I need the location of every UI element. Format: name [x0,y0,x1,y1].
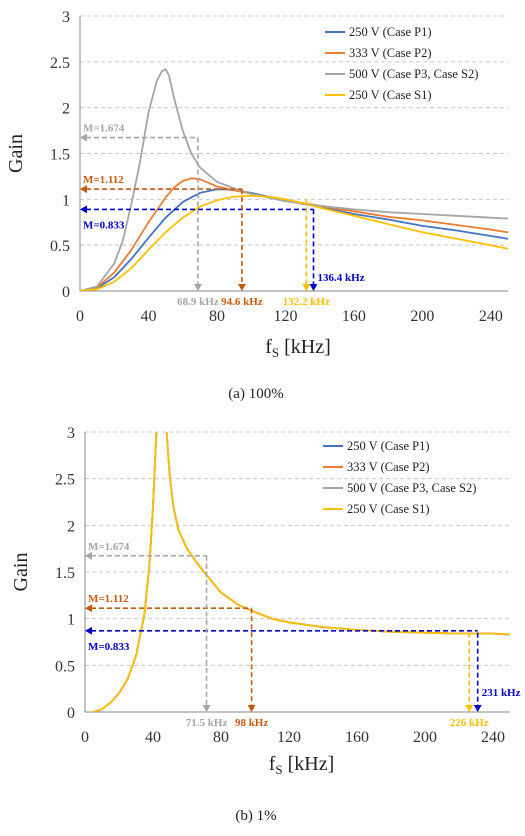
gain-annotation-label: M=1.674 [88,541,130,553]
x-tick-label: 240 [479,308,503,325]
y-axis-title: Gain [5,134,27,173]
y-tick-label: 3 [62,9,70,26]
h-guide-arrowhead [85,626,92,635]
legend-label: 500 V (Case P3, Case S2) [347,481,476,495]
series-line-2 [80,177,508,291]
y-tick-label: 2.5 [55,472,75,489]
gain-annotation-label: M=1.674 [83,123,125,135]
y-tick-label: 2 [67,518,75,535]
legend-label: 500 V (Case P3, Case S2) [349,67,478,81]
legend-label: 250 V (Case S1) [349,88,432,102]
v-guide-arrowhead [193,284,202,291]
frequency-annotation-label: 132.2 kHz [283,296,330,308]
frequency-annotation-label: 68.9 kHz [177,296,219,308]
chart-1-percent: 0 0.5 1 1.5 2 2.5 3 0 40 80 120 160 200 240 M=1.674 M=1… [10,425,521,824]
frequency-annotation-label: 231 kHz [482,687,521,699]
y-axis-title: Gain [10,553,32,592]
x-tick-label: 200 [410,308,434,325]
frequency-annotation-label: 98 kHz [235,717,268,729]
x-tick-label: 80 [209,308,225,325]
chart-100-percent: 0 0.5 1 1.5 2 2.5 3 0 40 80 120 160 200 240 M=1.674 M=1… [5,9,508,402]
gain-annotation-label: M=0.833 [83,219,125,231]
x-tick-label: 120 [277,729,301,746]
series-line-3 [80,68,508,291]
x-tick-label: 40 [145,729,161,746]
series-line-2 [93,432,510,712]
x-axis-title: fS [kHz] [265,336,331,360]
y-tick-label: 1 [67,612,75,629]
h-guide-arrowhead [80,185,87,194]
y-tick-label: 2.5 [50,55,70,72]
frequency-annotation-label: 71.5 kHz [186,717,228,729]
y-tick-label: 0 [67,705,75,722]
v-guide-arrowhead [473,705,482,712]
x-tick-label: 0 [81,729,89,746]
y-tick-label: 3 [67,425,75,442]
gain-annotation-label: M=0.833 [88,641,130,653]
h-guide-arrowhead [85,604,92,613]
x-tick-label: 0 [76,308,84,325]
y-tick-label: 0 [62,284,70,301]
frequency-annotation-label: 94.6 kHz [221,296,263,308]
x-tick-label: 240 [481,729,505,746]
series-line-4 [93,432,510,712]
v-guide-arrowhead [237,284,246,291]
v-guide-arrowhead [309,284,318,291]
y-tick-label: 1 [62,192,70,209]
v-guide-arrowhead [247,705,256,712]
h-guide-arrowhead [80,205,87,214]
chart-caption: (b) 1% [235,808,276,824]
frequency-annotation-label: 226 kHz [450,717,489,729]
legend-label: 250 V (Case P1) [349,25,432,39]
gain-annotation-label: M=1.112 [88,593,129,605]
y-tick-label: 2 [62,101,70,118]
chart-caption: (a) 100% [228,386,283,402]
v-guide-arrowhead [302,284,311,291]
legend-label: 250 V (Case S1) [347,502,430,516]
series-line-4 [80,194,508,291]
y-tick-label: 0.5 [50,238,70,255]
x-axis-title: fS [kHz] [269,753,335,777]
x-tick-label: 160 [345,729,369,746]
legend-label: 333 V (Case P2) [347,460,430,474]
series-line-1 [80,188,508,291]
legend-label: 250 V (Case P1) [347,439,430,453]
h-guide-arrowhead [80,133,87,142]
v-guide-arrowhead [202,705,211,712]
x-tick-label: 160 [342,308,366,325]
v-guide-arrowhead [465,705,474,712]
y-tick-label: 1.5 [55,565,75,582]
y-tick-label: 0.5 [55,658,75,675]
legend-label: 333 V (Case P2) [349,46,432,60]
frequency-annotation-label: 136.4 kHz [318,272,365,284]
gain-annotation-label: M=1.112 [83,174,124,186]
x-tick-label: 80 [213,729,229,746]
y-tick-label: 1.5 [50,147,70,164]
x-tick-label: 40 [140,308,156,325]
series-line-3 [93,432,510,712]
x-tick-label: 200 [413,729,437,746]
x-tick-label: 120 [273,308,297,325]
series-line-1 [93,432,510,712]
h-guide-arrowhead [85,551,92,560]
